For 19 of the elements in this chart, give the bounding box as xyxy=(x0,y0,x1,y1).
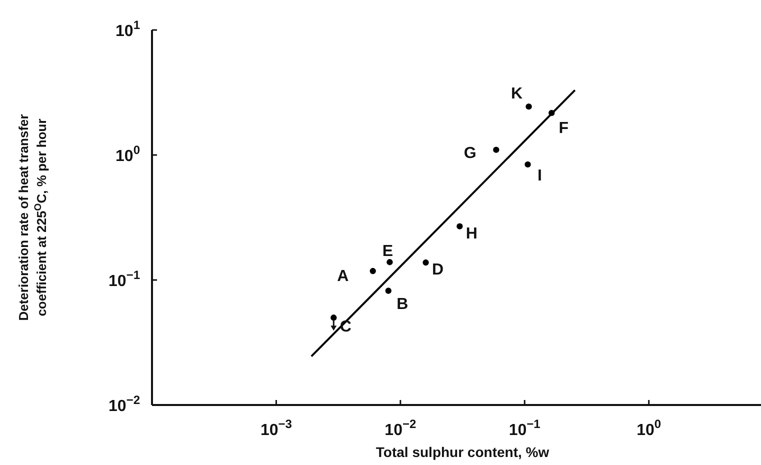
x-tick-label: 10$^{−3}$ xyxy=(260,417,292,439)
annotation: E xyxy=(382,243,394,260)
annotation: H xyxy=(466,225,478,242)
annotation: A xyxy=(337,268,350,286)
annotation: C xyxy=(340,318,352,336)
annotation: G xyxy=(464,144,476,162)
y-tick-label: 10$^{−2}$ xyxy=(108,393,140,415)
y-tick-label: 10$^{−1}$ xyxy=(108,268,140,290)
x-tick-label: 10$^{0}$ xyxy=(636,417,662,439)
annotation: I xyxy=(538,167,542,184)
annotation: F xyxy=(558,120,569,137)
annotation: K xyxy=(510,86,523,103)
x-axis-title: Total sulphur content, %w xyxy=(376,444,550,460)
annotation: B xyxy=(396,296,408,313)
y-tick-label: 10$^{0}$ xyxy=(116,143,140,165)
annotation: D xyxy=(432,262,444,279)
x-tick-label: 10$^{−2}$ xyxy=(384,417,416,439)
y-tick-label: 10$^{1}$ xyxy=(116,18,140,40)
x-tick-label: 10$^{−1}$ xyxy=(508,417,541,439)
